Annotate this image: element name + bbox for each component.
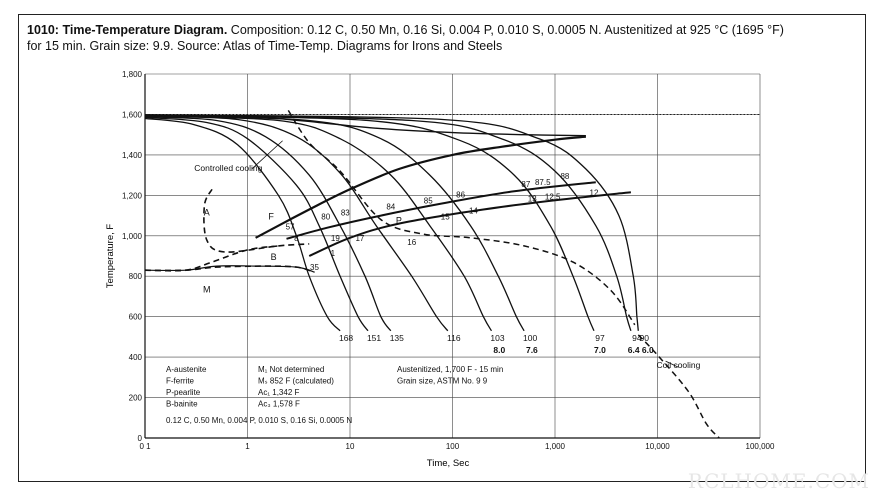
region-label: M (203, 284, 211, 294)
ferrite-start-boundary (255, 135, 587, 239)
hardness-label: 15 (441, 213, 450, 222)
watermark: RCLHOME.COM (687, 469, 870, 493)
hardness-label: 57 (286, 223, 295, 232)
hardness-label: 13 (528, 194, 537, 203)
legend-entry: Grain size, ASTM No. 9 9 (397, 377, 488, 386)
cooling-curve-end-label: 168 (339, 333, 353, 343)
cooling-curve (144, 114, 595, 332)
x-tick-label: 1,000 (545, 442, 566, 451)
cooling-curve-end-label: 94 (632, 333, 642, 343)
figure-frame (18, 14, 866, 482)
cooling-curve (144, 115, 449, 332)
hardness-label: 87 (521, 180, 530, 189)
x-tick-label: 10 (346, 442, 355, 451)
cooling-curve (144, 114, 639, 331)
cooling-rate-label: 7.0 (594, 345, 606, 355)
y-tick-label: 1,000 (122, 232, 143, 241)
region-label: P (396, 216, 402, 226)
y-tick-label: 1,200 (122, 191, 143, 200)
hardness-label: 14 (469, 207, 478, 216)
hardness-label: 12 (590, 188, 599, 197)
cooling-rate-label: 8.0 (493, 345, 505, 355)
hardness-label: 1 (331, 249, 336, 258)
legend-entry: Mₛ 852 F (calculated) (258, 377, 334, 386)
cooling-curve-end-label: 151 (367, 333, 381, 343)
y-tick-label: 800 (129, 272, 143, 281)
axes (144, 74, 760, 439)
hardness-label: 17 (355, 234, 364, 243)
x-tick-label: 100 (446, 442, 460, 451)
tick-labels: 0 1 1 10 100 1,000 10,000 100,0000200400600800… (122, 70, 775, 451)
hardness-label: 84 (386, 202, 395, 211)
y-tick-label: 200 (129, 394, 143, 403)
y-tick-label: 600 (129, 313, 143, 322)
hardness-label: 80 (321, 213, 330, 222)
x-tick-label: 10,000 (645, 442, 670, 451)
cooling-curve-end-label: 100 (523, 333, 537, 343)
cooling-rate-label: 7.6 (526, 345, 538, 355)
legend-entry: A-austenite (166, 365, 207, 374)
x-tick-label: 0 1 (139, 442, 151, 451)
coil-cooling-curve (637, 334, 720, 439)
cooling-rate-label: 6.4 6.0 (628, 345, 654, 355)
x-axis-label: Time, Sec (427, 458, 470, 469)
y-tick-label: 0 (138, 434, 143, 443)
y-tick-label: 1,800 (122, 70, 143, 79)
y-tick-label: 400 (129, 353, 143, 362)
cooling-curve-end-label: 97 (595, 333, 605, 343)
legend-entry: Austenitized, 1,700 F - 15 min (397, 365, 503, 374)
coil-cooling-leader (665, 360, 679, 368)
cooling-curve (144, 116, 369, 332)
annotation-coil-cooling: Coil cooling (656, 360, 700, 370)
cooling-curve (144, 114, 632, 331)
x-tick-label: 100,000 (746, 442, 775, 451)
cooling-curve (144, 115, 525, 332)
hardness-label: 86 (456, 190, 465, 199)
region-label: B (271, 252, 277, 262)
legend-entry: Ac₁ 1,342 F (258, 388, 300, 397)
chart-header: 1010: Time-Temperature Diagram. Composit… (27, 22, 862, 54)
legend-entry: Ac₃ 1,578 F (258, 400, 300, 409)
hardness-label: 16 (407, 238, 416, 247)
legend-entry: M₁ Not determined (258, 365, 324, 374)
pearlite-finish-boundary (308, 191, 632, 257)
controlled-cooling-curve (287, 109, 636, 326)
region-label: A (204, 208, 210, 218)
hardness-label: 83 (341, 209, 350, 218)
cooling-curve-end-label: 135 (390, 333, 404, 343)
hardness-label: 8 (294, 234, 299, 243)
region-label: F (268, 212, 274, 222)
annotation-controlled-cooling: Controlled cooling (194, 163, 262, 173)
legend-entry: B-bainite (166, 400, 198, 409)
cooling-curve (144, 117, 341, 332)
hardness-label: 88 (560, 172, 569, 181)
chart-title: 1010: Time-Temperature Diagram. (27, 23, 228, 37)
y-axis-label: Temperature, F (105, 224, 116, 289)
cooling-curve-end-label: 116 (447, 333, 461, 343)
legend: A-austenite F-ferrite P-pearlite B-bainite M… (166, 365, 503, 425)
hardness-label: 35 (310, 263, 319, 272)
ms-line (144, 265, 315, 273)
legend-entry: F-ferrite (166, 377, 195, 386)
austenite-boundary-left (203, 188, 310, 253)
x-tick-label: 1 (245, 442, 250, 451)
y-tick-label: 1,400 (122, 151, 143, 160)
cooling-curve-end-label: 90 (640, 333, 650, 343)
y-tick-label: 1,600 (122, 110, 143, 119)
hardness-label: 19 (331, 234, 340, 243)
cooling-curve-end-label: 103 (490, 333, 504, 343)
pearlite-start-boundary (286, 181, 596, 240)
legend-entry: P-pearlite (166, 388, 201, 397)
hardness-label: 87.5 (535, 178, 551, 187)
chart-caption-line1: Composition: 0.12 C, 0.50 Mn, 0.16 Si, 0… (227, 23, 784, 37)
hardness-label: 12.5 (545, 192, 561, 201)
hardness-label: 85 (424, 196, 433, 205)
cooling-curve (144, 116, 392, 332)
chart-caption-line2: for 15 min. Grain size: 9.9. Source: Atl… (27, 39, 503, 53)
legend-composition: 0.12 C, 0.50 Mn, 0.004 P, 0.010 S, 0.16 … (166, 416, 352, 425)
cooling-curve (144, 115, 493, 332)
